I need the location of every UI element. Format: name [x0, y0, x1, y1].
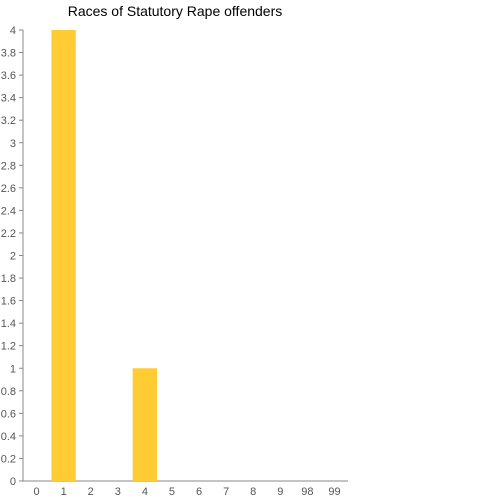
y-tick-label: 0.4 — [1, 431, 16, 443]
y-tick-label: 2 — [10, 251, 16, 263]
y-tick-label: 3 — [10, 138, 16, 150]
y-tick-label: 0.6 — [1, 408, 16, 420]
y-tick-label: 4 — [10, 25, 16, 37]
y-tick-label: 0 — [10, 476, 16, 488]
y-tick-label: 0.8 — [1, 386, 16, 398]
x-tick-label: 2 — [88, 486, 94, 498]
y-tick-label: 1.4 — [1, 318, 16, 330]
y-tick-label: 3.8 — [1, 48, 16, 60]
x-tick-label: 99 — [328, 486, 340, 498]
x-tick-label: 5 — [169, 486, 175, 498]
y-axis: 0 0.2 0.4 0.6 0.8 1 1.2 1.4 1.6 1.8 2 2.2 2.4 2.6 2.8 3… — [1, 25, 24, 488]
x-tick-label: 9 — [277, 486, 283, 498]
x-tick-label: 7 — [223, 486, 229, 498]
bars — [51, 30, 158, 481]
x-tick-label: 3 — [115, 486, 121, 498]
y-tick-label: 1.8 — [1, 273, 16, 285]
x-tick-label: 1 — [61, 486, 67, 498]
y-tick-label: 3.2 — [1, 115, 16, 127]
y-tick-label: 2.8 — [1, 160, 16, 172]
x-tick-label: 0 — [33, 486, 39, 498]
y-tick-label: 1 — [10, 363, 16, 375]
y-tick-label: 1.6 — [1, 296, 16, 308]
bar — [51, 30, 76, 481]
y-tick-label: 3.4 — [1, 93, 16, 105]
x-tick-label: 6 — [196, 486, 202, 498]
chart-title: Races of Statutory Rape offenders — [67, 3, 283, 19]
x-tick-label: 8 — [250, 486, 256, 498]
bar — [132, 368, 158, 481]
y-tick-label: 0.2 — [1, 453, 16, 465]
y-tick-label: 1.2 — [1, 341, 16, 353]
y-tick-label: 3.6 — [1, 70, 16, 82]
x-tick-label: 98 — [301, 486, 313, 498]
y-tick-label: 2.2 — [1, 228, 16, 240]
y-tick-label: 2.6 — [1, 183, 16, 195]
x-axis: 0 1 2 3 4 5 6 7 8 9 98 99 — [23, 480, 348, 498]
x-tick-label: 4 — [142, 486, 148, 498]
y-tick-label: 2.4 — [1, 205, 16, 217]
